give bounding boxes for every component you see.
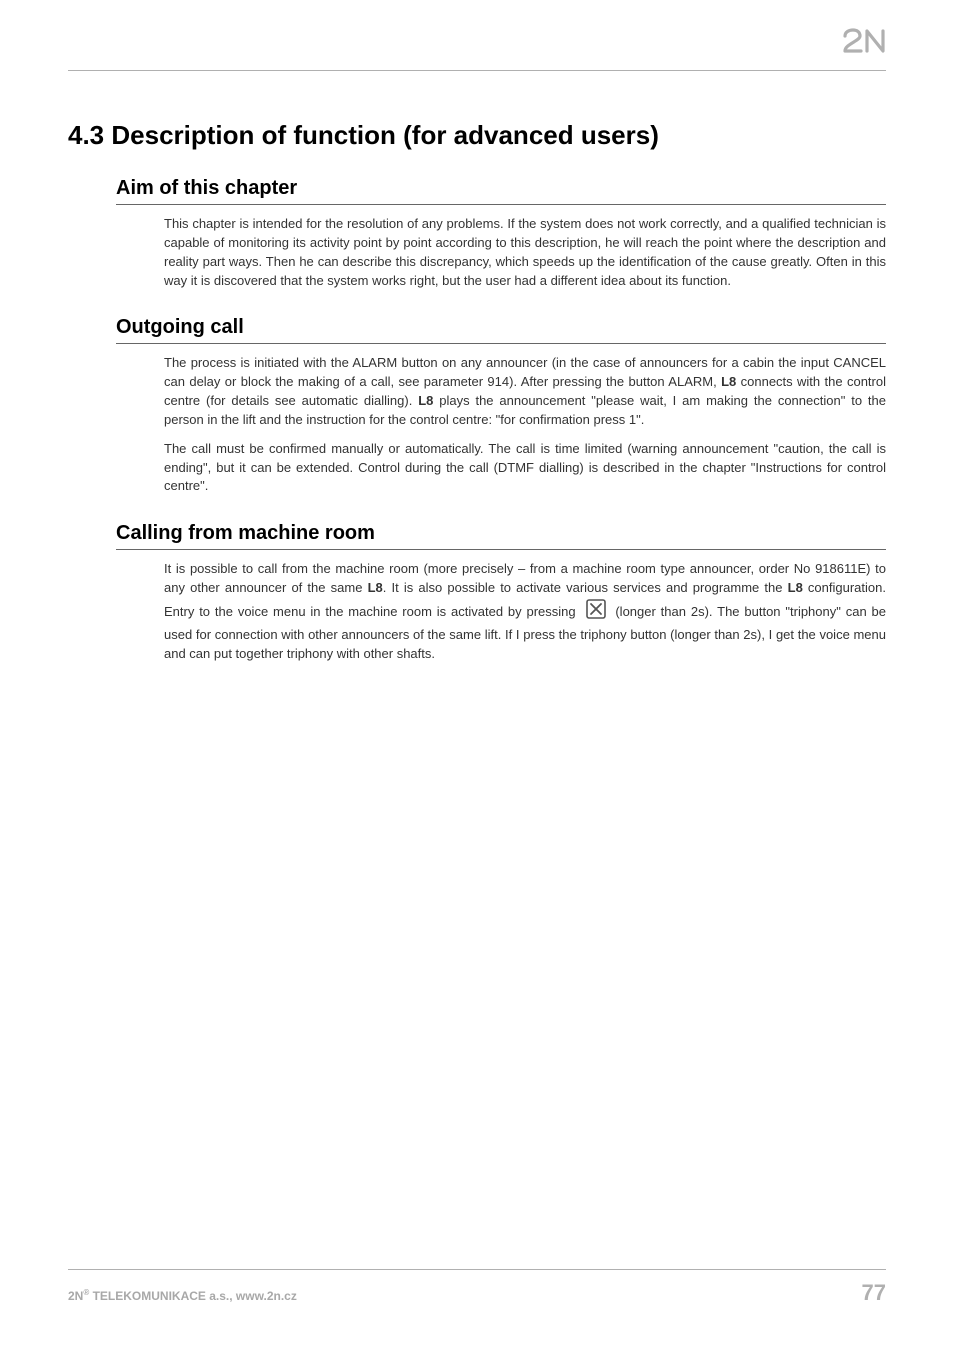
page-title: 4.3 Description of function (for advance…: [68, 120, 886, 151]
section-heading-outgoing: Outgoing call: [116, 316, 886, 339]
page: 4.3 Description of function (for advance…: [0, 0, 954, 1350]
paragraph: It is possible to call from the machine …: [164, 560, 886, 663]
text-bold: L8: [721, 374, 736, 389]
page-number: 77: [862, 1280, 886, 1306]
section-rule: [116, 204, 886, 205]
paragraph: The call must be confirmed manually or a…: [164, 440, 886, 497]
text-bold: L8: [368, 580, 383, 595]
footer-company-prefix: 2N: [68, 1289, 83, 1303]
footer-rule: [68, 1269, 886, 1270]
text-run: This chapter is intended for the resolut…: [164, 216, 886, 288]
section-heading-machine-room: Calling from machine room: [116, 522, 886, 545]
section-rule: [116, 549, 886, 550]
text-bold: L8: [418, 393, 433, 408]
page-footer: 2N® TELEKOMUNIKACE a.s., www.2n.cz 77: [68, 1269, 886, 1306]
paragraph: This chapter is intended for the resolut…: [164, 215, 886, 290]
footer-row: 2N® TELEKOMUNIKACE a.s., www.2n.cz 77: [68, 1280, 886, 1306]
text-run: The call must be confirmed manually or a…: [164, 441, 886, 494]
brand-logo: [842, 28, 886, 59]
x-box-icon: [585, 598, 607, 626]
footer-company: 2N® TELEKOMUNIKACE a.s., www.2n.cz: [68, 1288, 297, 1303]
section-rule: [116, 343, 886, 344]
header-rule: [68, 70, 886, 71]
section-heading-aim: Aim of this chapter: [116, 177, 886, 200]
text-bold: L8: [788, 580, 803, 595]
paragraph: The process is initiated with the ALARM …: [164, 354, 886, 429]
text-run: . It is also possible to activate variou…: [383, 580, 788, 595]
footer-company-rest: TELEKOMUNIKACE a.s., www.2n.cz: [89, 1289, 297, 1303]
